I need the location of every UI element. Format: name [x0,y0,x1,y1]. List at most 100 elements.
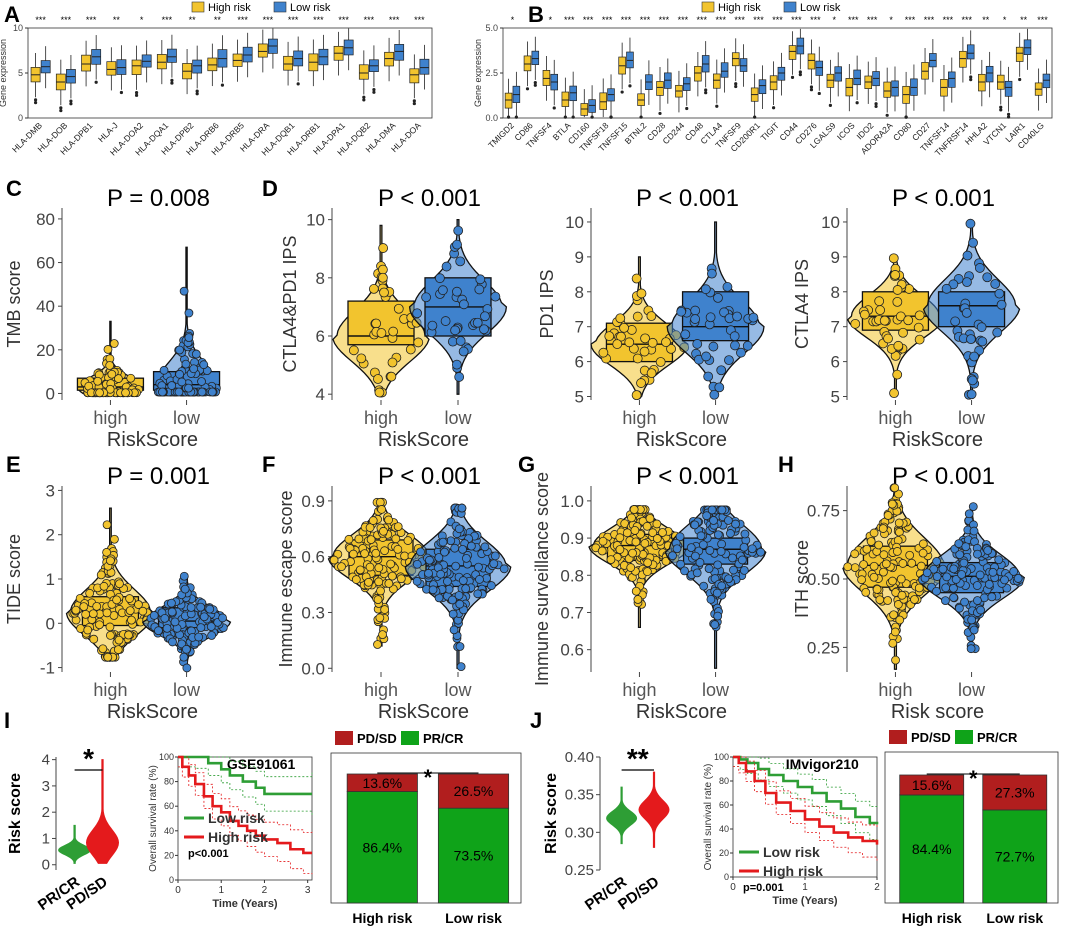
data-point [739,565,749,575]
data-point [737,555,747,565]
outlier-point [59,108,63,113]
box-high [713,73,721,89]
data-point [421,292,431,303]
outlier-point [969,78,973,82]
outlier-point [685,106,689,111]
significance-mark: *** [162,15,173,25]
data-point [374,577,384,587]
data-point [690,305,701,316]
data-point [443,577,452,586]
x-tick-label: 0 [175,885,181,896]
outlier-point [362,95,366,99]
data-point [690,551,700,561]
significance-mark: *** [263,15,274,25]
data-point [373,595,383,605]
y-tick-label: 0.0 [485,113,498,123]
data-point [633,595,643,604]
box-high [156,54,167,70]
bar-pdsd [982,774,1048,811]
data-point [619,322,629,333]
data-point [435,273,445,284]
data-point [969,625,979,635]
data-point [181,359,191,369]
data-point [730,340,740,351]
box-high [826,73,835,88]
x-tick-label: High risk [352,910,412,926]
x-axis-label: RiskScore [636,701,727,723]
data-point [942,572,952,582]
bar-label-prcr: 86.4% [362,839,402,855]
data-point [162,623,172,633]
data-point [890,270,901,280]
y-tick-label: 0.50 [807,570,840,589]
data-point [89,634,99,644]
outlier-point [999,108,1003,112]
data-point [748,312,759,323]
outlier-point [609,115,613,119]
outlier-point [514,115,518,119]
x-tick-label: high [93,408,127,428]
data-point [716,547,726,556]
data-point [95,388,104,398]
data-point [640,333,650,344]
data-point [916,561,926,571]
data-point [98,644,108,654]
box-low [777,66,786,81]
data-point [643,558,653,568]
data-point [701,351,711,362]
data-point [960,597,969,607]
box-low [394,44,405,61]
data-point [378,243,389,253]
data-point [713,530,723,540]
data-point [895,615,905,625]
y-tick-label: 80 [36,210,55,229]
data-point [453,225,464,236]
box-low [167,48,177,63]
data-point [966,334,976,345]
x-tick-label: CD80 [891,120,914,143]
panel-letter-E: E [6,452,21,477]
y-tick-label: 0 [46,614,55,633]
survival-curve-high [733,755,879,845]
box-high [788,45,797,60]
data-point [490,291,501,302]
data-point [486,581,496,590]
y-tick-label: 8 [316,269,325,288]
data-point [879,315,890,326]
data-point [918,539,928,549]
data-point [458,299,469,310]
data-point [598,536,608,546]
x-tick-label: high [93,680,127,700]
panel-letter-A: A [4,2,20,27]
box-high [807,53,816,70]
data-point [440,547,449,557]
box-high [106,61,117,76]
data-point [655,357,666,367]
y-tick-label: 5.0 [485,23,498,33]
significance-mark: * [530,15,534,25]
data-point [180,584,190,594]
data-point [412,559,422,569]
data-point [968,237,978,248]
data-point [898,327,908,338]
data-point [666,343,676,354]
data-point [949,593,959,602]
y-tick-label: 100 [714,752,729,762]
data-point [348,549,358,559]
box-low [937,291,1006,328]
outlier-point [969,75,973,79]
box-low [419,58,430,75]
x-axis-label: Time (Years) [772,895,838,907]
outlier-point [904,115,908,119]
x-tick-label: CD244 [660,120,686,146]
p-value-label: p=0.001 [743,882,784,894]
data-point [196,623,206,633]
data-point [626,563,636,572]
y-tick-label: 0.7 [560,603,584,622]
data-point [717,539,726,549]
box-high [599,92,607,110]
data-point [624,337,635,348]
data-point [631,273,642,284]
data-point [88,609,98,619]
data-point [962,250,973,261]
